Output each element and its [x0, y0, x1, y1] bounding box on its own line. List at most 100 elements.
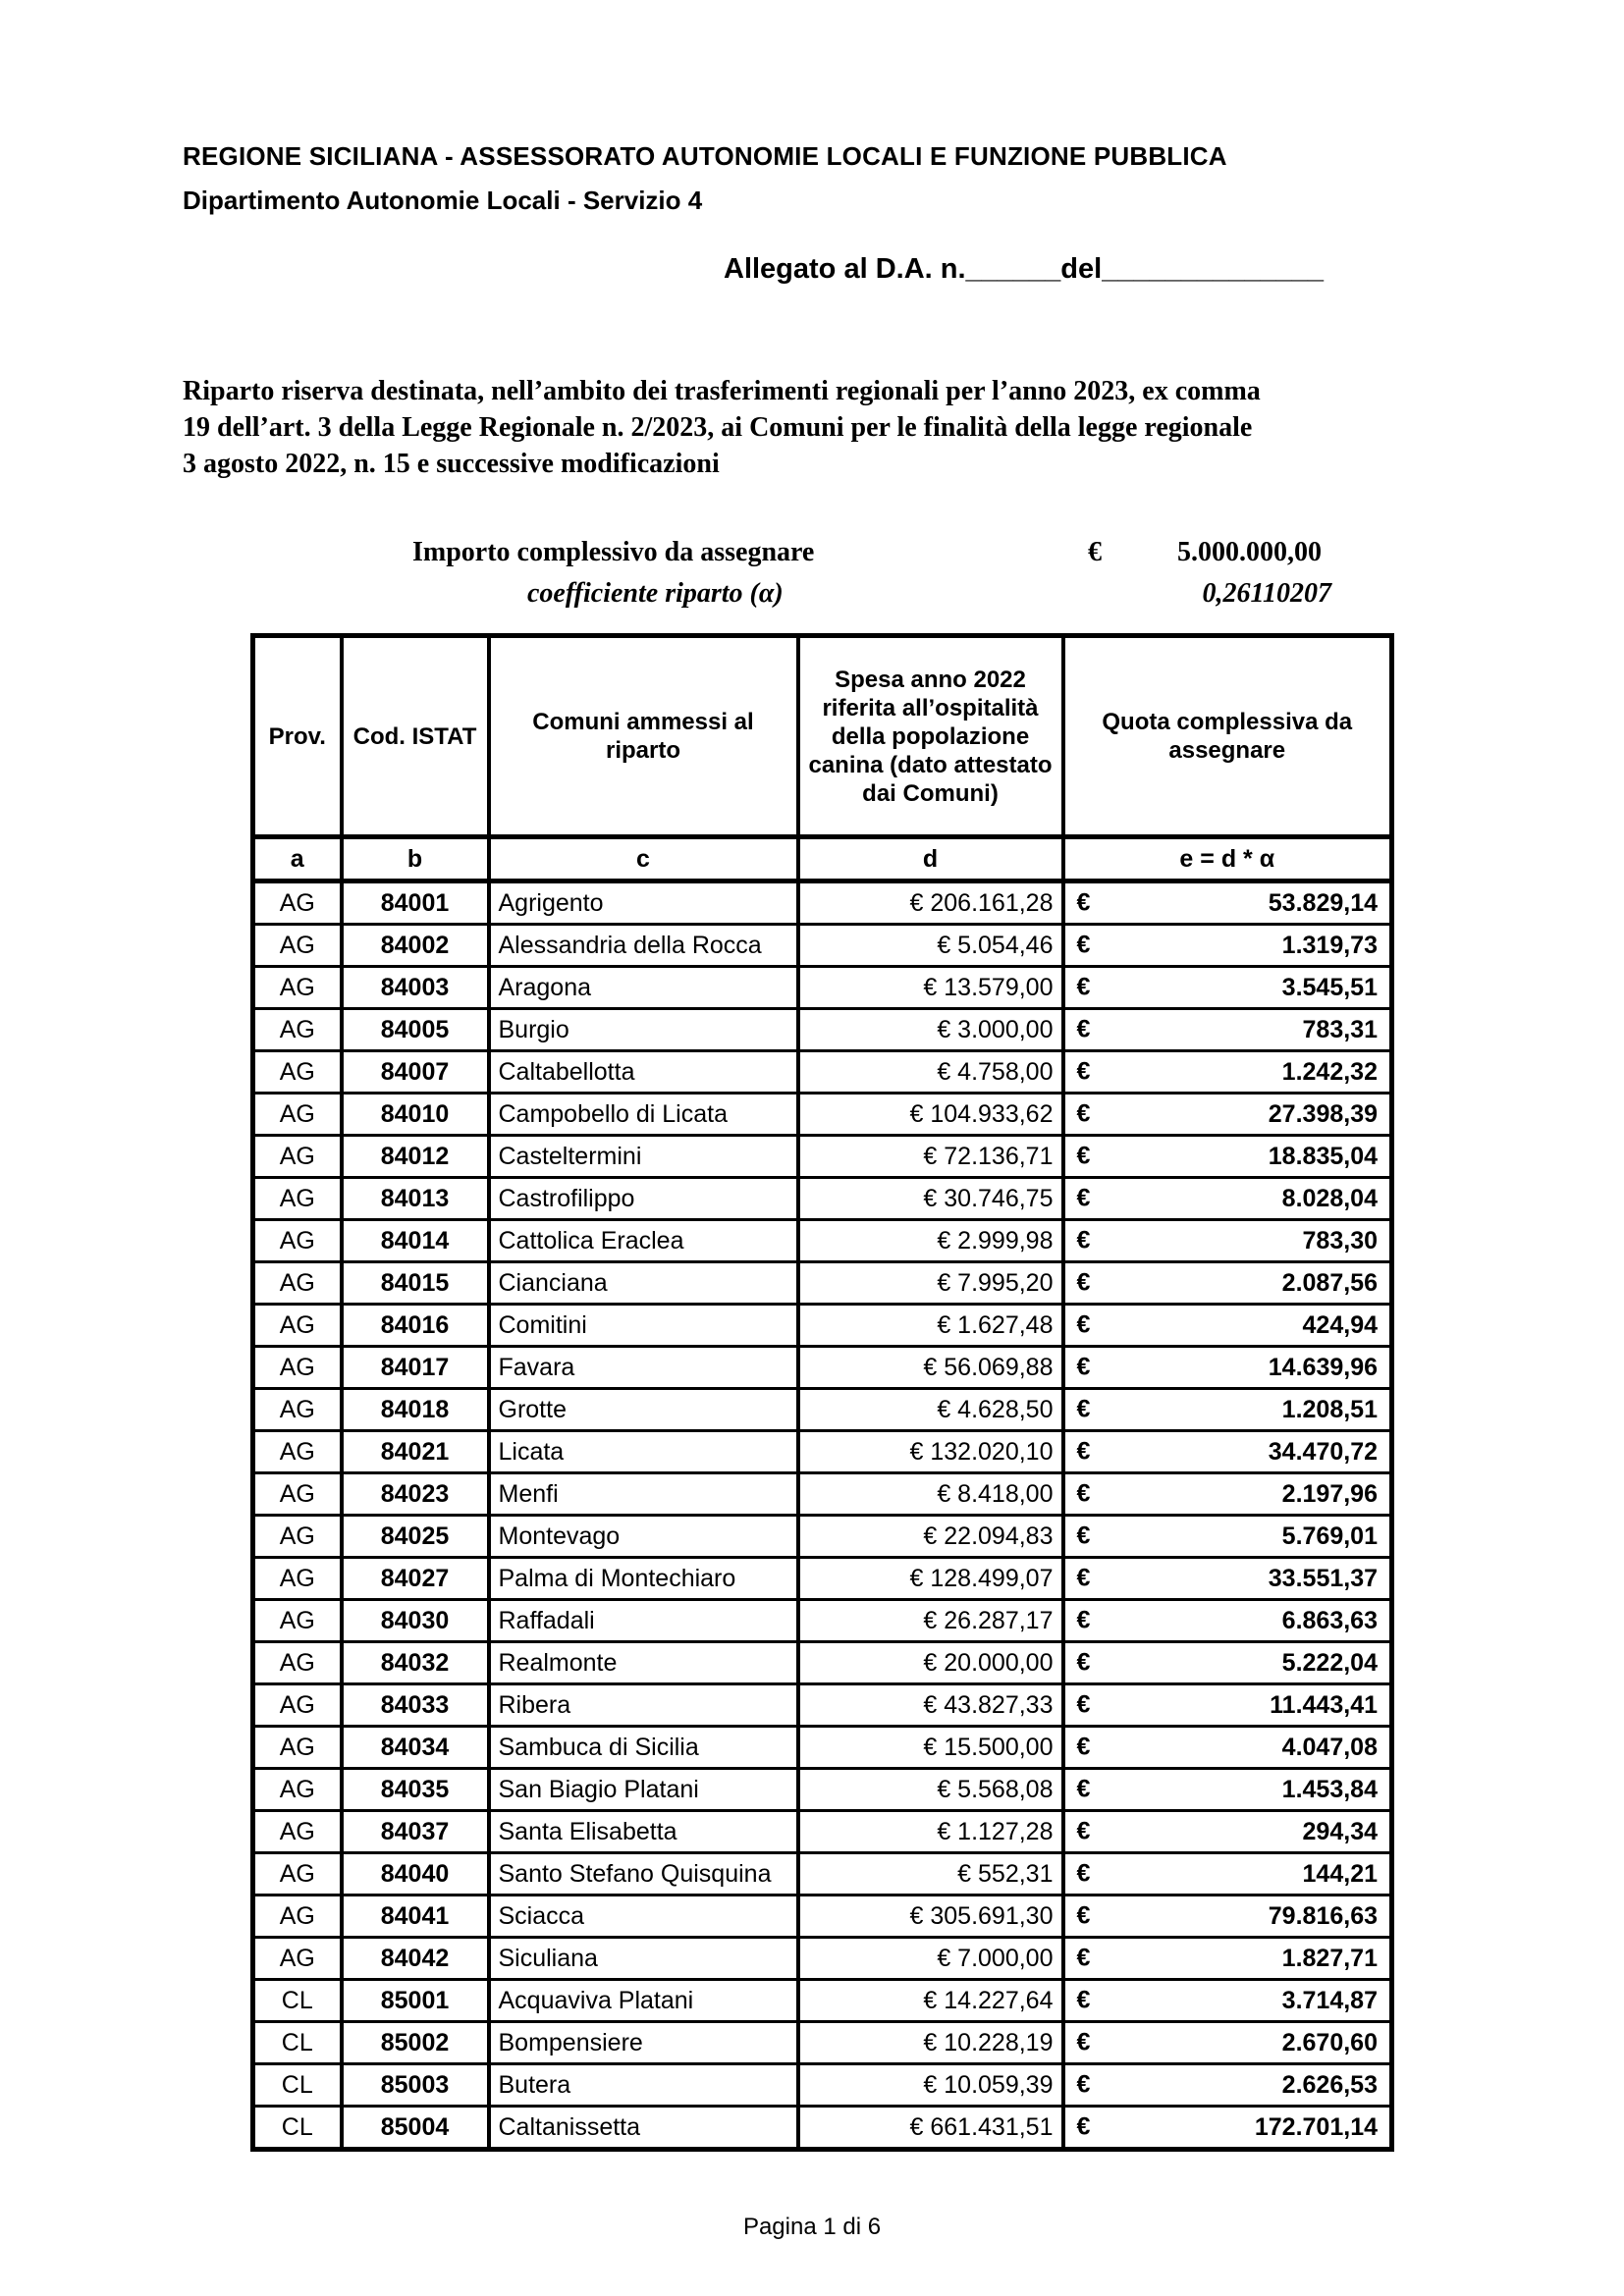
prov-cell: AG — [250, 1345, 344, 1390]
paragraph-line-2: 19 dell’art. 3 della Legge Regionale n. … — [183, 412, 1253, 443]
spesa-cell: € 26.287,17 — [795, 1598, 1065, 1643]
comune-cell: Siculiana — [486, 1936, 800, 1981]
table-row: AG 84002 Alessandria della Rocca € 5.054,46… — [250, 923, 1394, 968]
istat-cell: 84005 — [339, 1007, 491, 1052]
comune-cell: Santo Stefano Quisquina — [486, 1851, 800, 1896]
euro-symbol: € — [1076, 1310, 1091, 1339]
quota-cell: €424,94 — [1060, 1303, 1394, 1348]
comune-cell: Aragona — [486, 965, 800, 1010]
letter-e: e = d * α — [1060, 835, 1394, 883]
istat-cell: 84021 — [339, 1429, 491, 1474]
quota-amount: 1.242,32 — [1281, 1057, 1378, 1086]
table-body: AG 84001 Agrigento € 206.161,28 €53.829,14 AG… — [250, 880, 1394, 2151]
quota-amount: 172.701,14 — [1254, 2112, 1378, 2141]
importo-currency-symbol: € — [1088, 537, 1102, 567]
prov-cell: CL — [250, 2020, 344, 2065]
quota-amount: 18.835,04 — [1268, 1142, 1378, 1170]
table-row: CL 85002 Bompensiere € 10.228,19 €2.670,60 — [250, 2020, 1394, 2065]
letter-c: c — [486, 835, 800, 883]
prov-cell: AG — [250, 1471, 344, 1517]
spesa-cell: € 7.995,20 — [795, 1260, 1065, 1306]
istat-cell: 84027 — [339, 1556, 491, 1601]
header-quota: Quota complessiva da assegnare — [1060, 634, 1394, 839]
comune-cell: Agrigento — [486, 880, 800, 926]
spesa-cell: € 72.136,71 — [795, 1134, 1065, 1179]
istat-cell: 84013 — [339, 1176, 491, 1221]
spesa-cell: € 56.069,88 — [795, 1345, 1065, 1390]
spesa-cell: € 43.827,33 — [795, 1682, 1065, 1728]
table-row: AG 84003 Aragona € 13.579,00 €3.545,51 — [250, 965, 1394, 1010]
spesa-cell: € 206.161,28 — [795, 880, 1065, 926]
table-row: AG 84023 Menfi € 8.418,00 €2.197,96 — [250, 1471, 1394, 1517]
coefficiente-value: 0,26110207 — [1202, 578, 1331, 609]
quota-amount: 1.827,71 — [1281, 1944, 1378, 1972]
quota-cell: €1.242,32 — [1060, 1049, 1394, 1095]
prov-cell: AG — [250, 923, 344, 968]
euro-symbol: € — [1076, 1268, 1091, 1297]
istat-cell: 84002 — [339, 923, 491, 968]
riparto-paragraph: Riparto riserva destinata, nell’ambito d… — [183, 373, 1336, 482]
quota-cell: €8.028,04 — [1060, 1176, 1394, 1221]
prov-cell: AG — [250, 1725, 344, 1770]
header-comuni: Comuni ammessi al riparto — [486, 634, 800, 839]
euro-symbol: € — [1076, 1099, 1091, 1128]
istat-cell: 84040 — [339, 1851, 491, 1896]
euro-symbol: € — [1076, 973, 1091, 1001]
prov-cell: AG — [250, 1556, 344, 1601]
quota-cell: €1.208,51 — [1060, 1387, 1394, 1432]
spesa-cell: € 128.499,07 — [795, 1556, 1065, 1601]
allegato-line: Allegato al D.A. n.______del____________… — [724, 253, 1324, 285]
spesa-cell: € 15.500,00 — [795, 1725, 1065, 1770]
spesa-cell: € 552,31 — [795, 1851, 1065, 1896]
quota-amount: 2.626,53 — [1281, 2070, 1378, 2099]
spesa-cell: € 13.579,00 — [795, 965, 1065, 1010]
comune-cell: Caltanissetta — [486, 2105, 800, 2151]
euro-symbol: € — [1076, 1944, 1091, 1972]
quota-cell: €79.816,63 — [1060, 1894, 1394, 1939]
istat-cell: 84018 — [339, 1387, 491, 1432]
table-row: AG 84013 Castrofilippo € 30.746,75 €8.028,04 — [250, 1176, 1394, 1221]
quota-amount: 3.714,87 — [1281, 1986, 1378, 2014]
istat-cell: 85002 — [339, 2020, 491, 2065]
table-header-row: Prov. Cod. ISTAT Comuni ammessi al ripar… — [250, 634, 1394, 839]
euro-symbol: € — [1076, 1733, 1091, 1761]
spesa-cell: € 661.431,51 — [795, 2105, 1065, 2151]
comune-cell: Burgio — [486, 1007, 800, 1052]
spesa-cell: € 104.933,62 — [795, 1092, 1065, 1137]
quota-cell: €2.670,60 — [1060, 2020, 1394, 2065]
header-cod-istat: Cod. ISTAT — [339, 634, 491, 839]
euro-symbol: € — [1076, 1817, 1091, 1845]
euro-symbol: € — [1076, 931, 1091, 959]
spesa-cell: € 8.418,00 — [795, 1471, 1065, 1517]
euro-symbol: € — [1076, 1606, 1091, 1634]
riparto-table: Prov. Cod. ISTAT Comuni ammessi al ripar… — [250, 633, 1394, 2152]
quota-cell: €2.087,56 — [1060, 1260, 1394, 1306]
istat-cell: 84041 — [339, 1894, 491, 1939]
paragraph-line-3: 3 agosto 2022, n. 15 e successive modifi… — [183, 449, 720, 479]
letter-b: b — [339, 835, 491, 883]
quota-amount: 1.453,84 — [1281, 1775, 1378, 1803]
istat-cell: 85001 — [339, 1978, 491, 2023]
prov-cell: AG — [250, 1894, 344, 1939]
comune-cell: Palma di Montechiaro — [486, 1556, 800, 1601]
prov-cell: AG — [250, 1007, 344, 1052]
spesa-cell: € 305.691,30 — [795, 1894, 1065, 1939]
comune-cell: Favara — [486, 1345, 800, 1390]
istat-cell: 84012 — [339, 1134, 491, 1179]
quota-cell: €18.835,04 — [1060, 1134, 1394, 1179]
quota-cell: €1.453,84 — [1060, 1767, 1394, 1812]
quota-cell: €1.827,71 — [1060, 1936, 1394, 1981]
prov-cell: AG — [250, 1176, 344, 1221]
comune-cell: Sambuca di Sicilia — [486, 1725, 800, 1770]
coefficiente-label: coefficiente riparto (α) — [527, 578, 784, 609]
istat-cell: 84010 — [339, 1092, 491, 1137]
prov-cell: AG — [250, 880, 344, 926]
quota-amount: 8.028,04 — [1281, 1184, 1378, 1212]
euro-symbol: € — [1076, 1564, 1091, 1592]
quota-cell: €3.545,51 — [1060, 965, 1394, 1010]
spesa-cell: € 14.227,64 — [795, 1978, 1065, 2023]
spesa-cell: € 10.228,19 — [795, 2020, 1065, 2065]
table-row: CL 85001 Acquaviva Platani € 14.227,64 €3.71… — [250, 1978, 1394, 2023]
quota-amount: 783,30 — [1302, 1226, 1378, 1255]
